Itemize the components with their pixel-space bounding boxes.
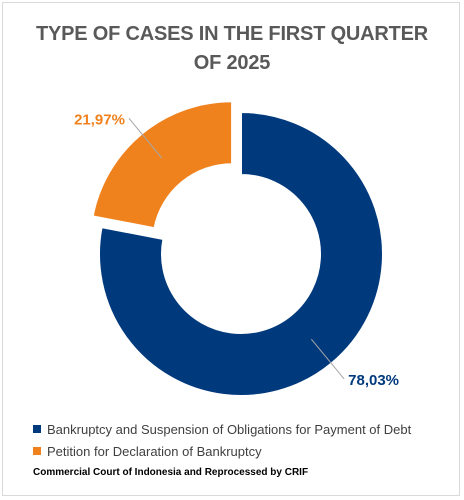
donut-slice-petition-bankruptcy [91, 100, 234, 230]
chart-title-line-1: TYPE OF CASES IN THE FIRST QUARTER [35, 23, 429, 45]
leader-line-petition-bankruptcy [128, 117, 163, 159]
chart-title-line-2: OF 2025 [193, 52, 271, 74]
data-label-petition-bankruptcy: 21,97% [74, 111, 125, 128]
chart-legend: Bankruptcy and Suspension of Obligations… [33, 418, 411, 462]
leader-line-bankruptcy-suspension [310, 338, 345, 380]
legend-swatch-petition-bankruptcy [33, 447, 41, 455]
data-label-bankruptcy-suspension: 78,03% [348, 372, 399, 389]
legend-label-bankruptcy-suspension: Bankruptcy and Suspension of Obligations… [47, 421, 412, 437]
donut-slice-bankruptcy-suspension [98, 110, 384, 397]
chart-title: TYPE OF CASES IN THE FIRST QUARTER OF 20… [0, 20, 464, 78]
legend-label-petition-bankruptcy: Petition for Declaration of Bankruptcy [47, 443, 262, 459]
legend-item-bankruptcy-suspension: Bankruptcy and Suspension of Obligations… [33, 418, 411, 440]
source-note: Commercial Court of Indonesia and Reproc… [33, 467, 309, 478]
legend-swatch-bankruptcy-suspension [33, 425, 41, 433]
legend-item-petition-bankruptcy: Petition for Declaration of Bankruptcy [33, 440, 411, 462]
